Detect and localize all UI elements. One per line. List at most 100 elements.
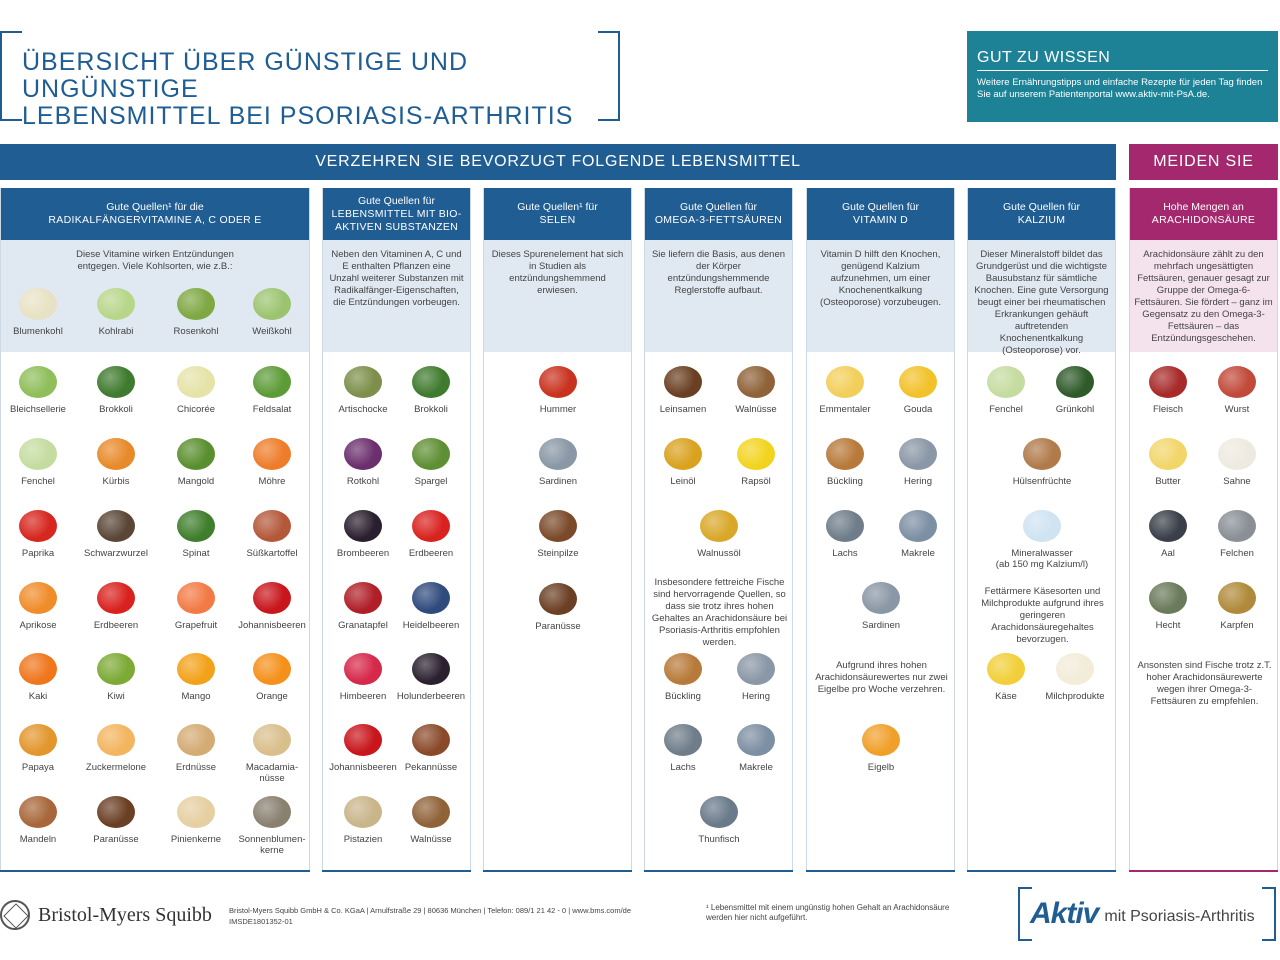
column-note: Aufgrund ihres hohen Arachidonsäurewerte… <box>815 660 948 695</box>
food-item: Thunfisch <box>684 796 754 845</box>
footnote: ¹ Lebensmittel mit einem ungünstig hohen… <box>706 903 986 923</box>
food-icon <box>19 582 57 614</box>
food-icon <box>1023 438 1061 470</box>
column-description-text: Sie liefern die Basis, aus denen der Kör… <box>651 249 786 296</box>
food-item: Gouda <box>883 366 953 415</box>
food-item: Walnussöl <box>684 510 754 559</box>
food-item: Brokkoli <box>396 366 466 415</box>
food-icon <box>1056 653 1094 685</box>
food-label: Mineralwasser <box>1011 548 1073 559</box>
food-label: Feldsalat <box>252 404 292 415</box>
food-icon <box>97 366 135 398</box>
column-2: Gute Quellen für LEBENSMITTEL MIT BIO-AKT… <box>322 188 471 872</box>
food-label: Thunfisch <box>698 834 740 845</box>
column-header: Gute Quellen für LEBENSMITTEL MIT BIO-AKT… <box>323 188 470 240</box>
food-icon <box>177 288 215 320</box>
food-item: Artischocke <box>328 366 398 415</box>
column-note: Fettärmere Käsesorten und Milchprodukte … <box>981 586 1104 645</box>
address-line-1: Bristol-Myers Squibb GmbH & Co. KGaA | A… <box>229 906 632 915</box>
food-item: Sonnenblumen-kerne <box>237 796 307 856</box>
food-item: Walnüsse <box>721 366 791 415</box>
food-label: Walnüsse <box>735 404 777 415</box>
column-header-sub: Gute Quellen für <box>1002 201 1081 213</box>
food-label: Aprikose <box>19 620 57 631</box>
food-item: Bückling <box>810 438 880 487</box>
food-label: Butter <box>1155 476 1181 487</box>
column-description-text: Arachidonsäure zählt zu den mehrfach ung… <box>1134 249 1273 344</box>
food-icon <box>253 510 291 542</box>
company-address: Bristol-Myers Squibb GmbH & Co. KGaA | A… <box>229 905 631 927</box>
food-item: Aal <box>1133 510 1203 559</box>
info-heading: GUT ZU WISSEN <box>977 49 1268 71</box>
food-label: Fenchel <box>989 404 1023 415</box>
food-label: Sardinen <box>538 476 578 487</box>
food-label: Kiwi <box>107 691 125 702</box>
food-item: Fenchel <box>3 438 73 487</box>
column-header-title: VITAMIN D <box>852 214 908 226</box>
food-item: Johannisbeeren <box>237 582 307 631</box>
column-description-text: Dieser Mineralstoff bildet das Grundgerü… <box>974 249 1109 356</box>
food-icon <box>1218 366 1256 398</box>
title-bracket-left <box>0 31 22 121</box>
food-icon <box>97 288 135 320</box>
page-title: ÜBERSICHT ÜBER GÜNSTIGE UND UNGÜNSTIGE L… <box>22 49 620 130</box>
food-icon <box>412 582 450 614</box>
food-item: Brokkoli <box>81 366 151 415</box>
food-label: Pekannüsse <box>404 762 458 773</box>
column-header-sub: Gute Quellen für <box>679 201 758 213</box>
column-header-sub: Gute Quellen¹ für die <box>106 201 204 213</box>
food-label: Mango <box>181 691 211 702</box>
column-header-sub: Gute Quellen für <box>357 194 436 207</box>
food-label: Rapsöl <box>741 476 771 487</box>
food-item: Eigelb <box>846 724 916 773</box>
food-icon <box>19 438 57 470</box>
column-header-sub: Gute Quellen¹ für <box>517 201 598 213</box>
food-icon <box>826 438 864 470</box>
food-icon <box>19 653 57 685</box>
food-label: Spinat <box>182 548 210 559</box>
footnote-line-2: werden hier nicht aufgeführt. <box>706 913 808 922</box>
column-description-text: Vitamin D hilft den Knochen, genügend Ka… <box>820 249 941 308</box>
food-label: Emmentaler <box>819 404 871 415</box>
food-item: Aprikose <box>3 582 73 631</box>
column-note: Insbesondere fettreiche Fische sind herv… <box>651 577 788 648</box>
food-label: Rotkohl <box>346 476 380 487</box>
food-icon <box>177 510 215 542</box>
food-icon <box>344 796 382 828</box>
food-icon <box>344 582 382 614</box>
food-label: Käse <box>995 691 1017 702</box>
food-icon <box>1023 510 1061 542</box>
food-icon <box>253 438 291 470</box>
column-6: Gute Quellen für KALZIUM Dieser Mineralsto… <box>967 188 1116 872</box>
avoid-banner: MEIDEN SIE <box>1129 144 1278 180</box>
food-icon <box>19 510 57 542</box>
food-icon <box>344 438 382 470</box>
food-icon <box>664 366 702 398</box>
food-item: Johannisbeeren <box>328 724 398 773</box>
food-item: Heidelbeeren <box>396 582 466 631</box>
aktiv-logo-word: Aktiv <box>1030 897 1099 930</box>
aktiv-bracket-left <box>1018 887 1032 941</box>
food-icon <box>539 366 577 398</box>
food-label: Brokkoli <box>414 404 448 415</box>
food-label: Spargel <box>414 476 448 487</box>
column-header-title: RADIKALFÄNGERVITAMINE A, C ODER E <box>48 214 262 226</box>
food-item: Kürbis <box>81 438 151 487</box>
food-label: Kaki <box>28 691 48 702</box>
food-item: Walnüsse <box>396 796 466 845</box>
food-label: Gouda <box>903 404 933 415</box>
column-5: Gute Quellen für VITAMIN D Vitamin D hilft… <box>806 188 955 872</box>
info-text-line-2: Sie auf unserem Patientenportal www.akti… <box>977 89 1210 100</box>
prefer-banner: VERZEHREN SIE BEVORZUGT FOLGENDE LEBENSM… <box>0 144 1116 180</box>
food-item: Erdnüsse <box>161 724 231 773</box>
food-item: Rotkohl <box>328 438 398 487</box>
food-item: Käse <box>971 653 1041 702</box>
column-header-title: KALZIUM <box>1017 214 1066 226</box>
title-line-1: ÜBERSICHT ÜBER GÜNSTIGE UND UNGÜNSTIGE <box>22 48 469 103</box>
food-label: Rosenkohl <box>173 326 219 337</box>
food-label: Orange <box>256 691 288 702</box>
column-description: Arachidonsäure zählt zu den mehrfach ung… <box>1130 240 1277 352</box>
food-item: Mangold <box>161 438 231 487</box>
food-icon <box>412 724 450 756</box>
column-bottom-bar <box>806 870 955 872</box>
